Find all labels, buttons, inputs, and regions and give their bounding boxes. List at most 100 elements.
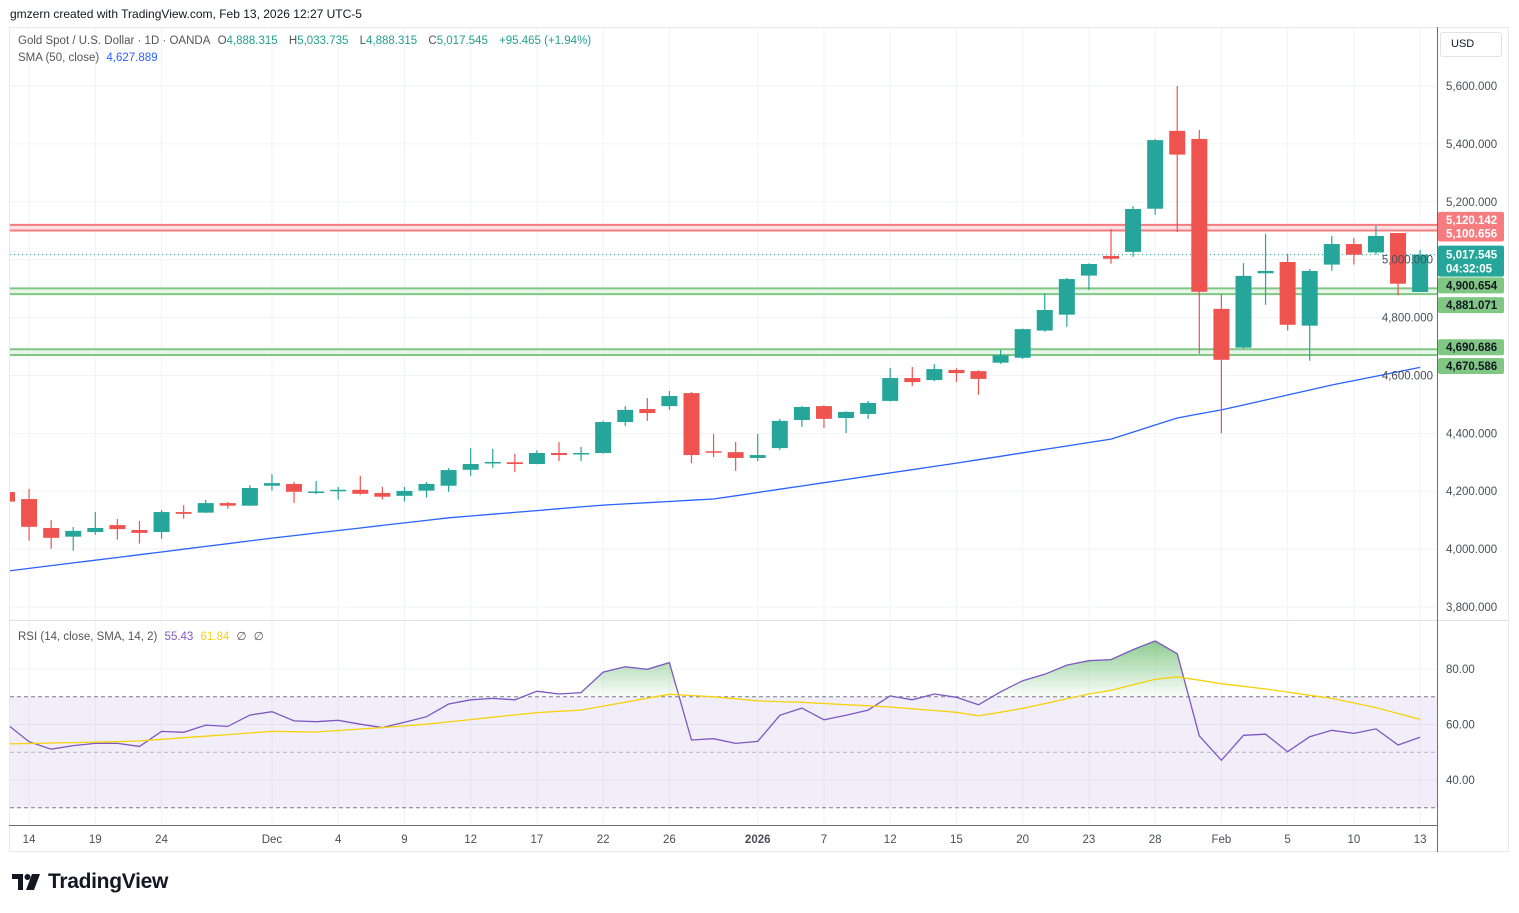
support-tag-2-bg (1438, 297, 1504, 314)
candle-up (1125, 209, 1142, 252)
resistance-tag-2-bg (1438, 225, 1504, 242)
rsi-line (10, 640, 1421, 762)
candle-up (484, 461, 501, 464)
candle-down (1103, 255, 1119, 259)
candles-layer (10, 86, 1429, 551)
candle-up (771, 420, 788, 449)
candle-up (617, 409, 634, 423)
candle-up (263, 483, 280, 486)
high-value: 5,033.735 (297, 35, 349, 47)
price-tick-label: 4,600.000 (1382, 370, 1433, 382)
time-tick-label: 7 (821, 834, 827, 846)
price-tick-label: 5,600.000 (1446, 81, 1497, 93)
support-zone (10, 288, 1437, 295)
candle-up (153, 512, 170, 533)
support-tag-4: 4,670.586 (1446, 361, 1497, 373)
rsi-extra-1: ∅ (236, 631, 247, 643)
price-axis[interactable]: 5,600.000 5,400.000 5,200.000 5,000.000 4,80… (1382, 81, 1497, 614)
candle-down (1169, 130, 1186, 155)
chart-frame (9, 27, 1509, 852)
candle-down (506, 462, 523, 465)
candle-down (551, 453, 567, 456)
bar-countdown: 04:32:05 (1446, 264, 1493, 276)
candle-up (330, 489, 347, 492)
price-tick-label: 4,400.000 (1446, 428, 1497, 440)
candle-up (1412, 254, 1429, 292)
candle-up (838, 411, 855, 418)
candle-down (43, 527, 60, 538)
candle-up (396, 490, 413, 496)
time-tick-label: 28 (1149, 834, 1162, 846)
symbol-legend: Gold Spot / U.S. Dollar · 1D · OANDA O4,… (18, 35, 592, 47)
candle-down (683, 393, 700, 456)
sma50-line (10, 366, 1421, 572)
support-tag-1: 4,900.654 (1446, 280, 1498, 292)
rsi-value: 55.43 (164, 631, 194, 643)
candle-down (21, 499, 38, 527)
candle-down (10, 492, 15, 502)
rsi-axis[interactable]: 80.00 60.00 40.00 (1446, 664, 1475, 787)
close-value: 5,017.545 (436, 35, 488, 47)
price-tags: 5,120.142 5,100.656 5,017.545 04:32:05 4,900… (1438, 211, 1504, 375)
support-tag-2: 4,881.071 (1446, 300, 1498, 312)
sma-legend: SMA (50, close) 4,627.889 (18, 52, 162, 64)
rsi-background-band (10, 696, 1437, 808)
candle-down (374, 492, 391, 497)
candle-up (793, 406, 810, 421)
candle-down (639, 409, 656, 414)
price-tick-label: 5,000.000 (1382, 255, 1433, 267)
rsi-tick-label: 40.00 (1446, 775, 1475, 787)
resistance-tag-2: 5,100.656 (1446, 229, 1497, 241)
time-axis[interactable]: 14 19 24 Dec 4 9 12 17 22 26 2026 7 12 15 20 23 28 Feb 5 10… (23, 834, 1427, 846)
time-tick-label: 19 (89, 834, 102, 846)
support-tag-1-bg (1438, 277, 1504, 294)
tradingview-logo-icon (12, 874, 40, 890)
time-tick-label: 2026 (745, 834, 771, 846)
candle-down (1345, 244, 1362, 255)
candle-up (528, 453, 545, 465)
sma-value: 4,627.889 (106, 52, 158, 64)
resistance-tag-1-bg (1438, 211, 1504, 228)
rsi-label[interactable]: RSI (14, close, SMA, 14, 2) (18, 631, 158, 643)
support-tag-4-bg (1438, 358, 1504, 375)
rsi-ma-value: 61.84 (200, 631, 230, 643)
candle-up (65, 530, 82, 537)
candle-down (904, 378, 921, 383)
candle-up (1367, 235, 1384, 253)
low-value: 4,888.315 (366, 35, 418, 47)
candle-up (462, 464, 479, 470)
candle-up (1058, 279, 1075, 315)
time-tick-label: 22 (597, 834, 610, 846)
candle-up (882, 378, 899, 401)
time-tick-label: 12 (464, 834, 477, 846)
candle-up (1014, 329, 1031, 358)
currency-button[interactable]: USD (1440, 32, 1502, 57)
rsi-layer (10, 640, 1437, 809)
time-tick-label: 23 (1083, 834, 1096, 846)
candle-up (440, 470, 457, 486)
last-price-tag: 5,017.545 (1446, 250, 1498, 262)
price-tick-label: 4,800.000 (1382, 313, 1433, 325)
candle-up (1257, 270, 1274, 274)
candle-down (970, 371, 987, 379)
candle-up (595, 422, 612, 454)
resistance-tag-1: 5,120.142 (1446, 215, 1497, 227)
candle-down (286, 483, 303, 492)
candle-up (1323, 244, 1340, 265)
candle-up (1147, 140, 1164, 209)
symbol-title[interactable]: Gold Spot / U.S. Dollar · 1D · OANDA (18, 35, 211, 47)
candle-down (175, 512, 192, 514)
time-tick-label: 13 (1414, 834, 1427, 846)
tradingview-logo[interactable]: TradingView (12, 870, 168, 894)
rsi-legend: RSI (14, close, SMA, 14, 2) 55.43 61.84 … (18, 629, 268, 643)
candle-up (87, 527, 104, 533)
rsi-tick-label: 80.00 (1446, 664, 1475, 676)
price-tick-label: 5,200.000 (1446, 197, 1497, 209)
time-tick-label: 14 (23, 834, 36, 846)
candle-up (573, 453, 590, 455)
candle-down (219, 503, 236, 506)
candle-up (1080, 264, 1097, 276)
candle-down (1213, 308, 1230, 360)
sma-label[interactable]: SMA (50, close) (18, 52, 100, 64)
